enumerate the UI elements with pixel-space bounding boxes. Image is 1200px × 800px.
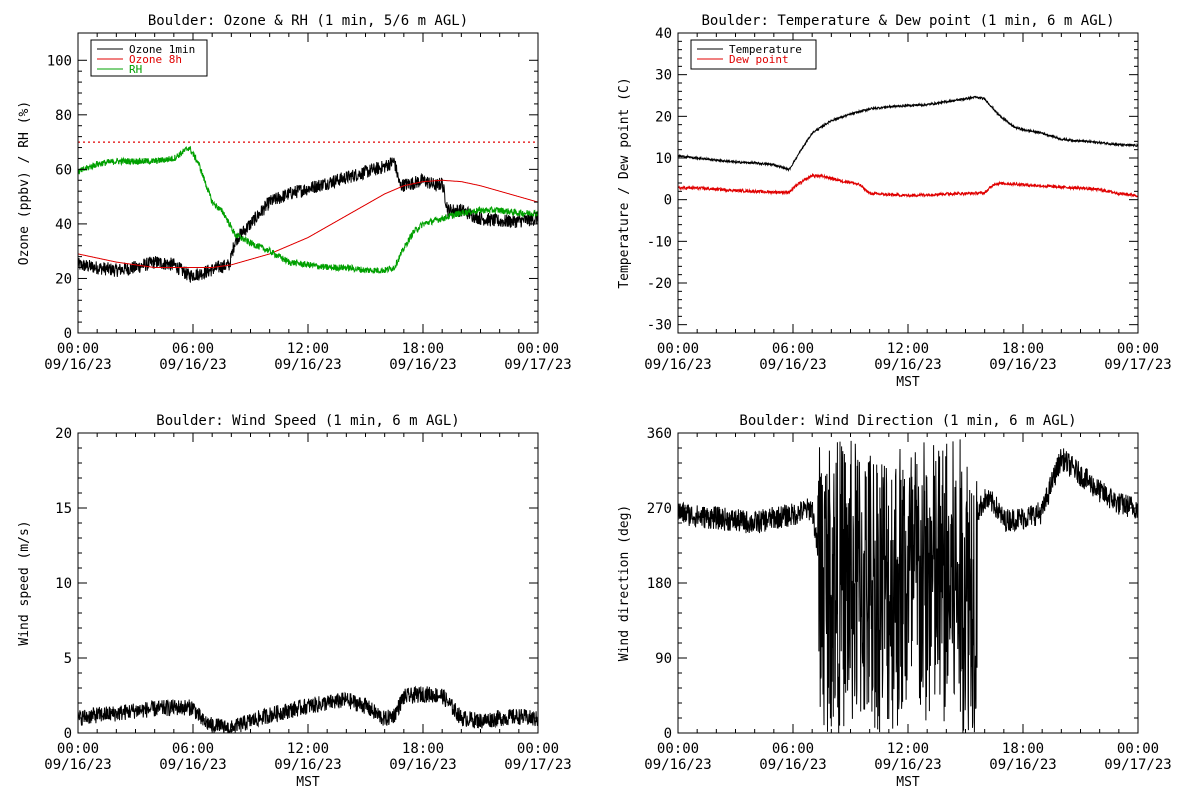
x-tick-date-label: 09/16/23 (159, 757, 226, 773)
x-tick-date-label: 09/16/23 (874, 757, 941, 773)
x-axis-label: MST (896, 775, 920, 790)
x-axis-label: MST (296, 775, 320, 790)
chart-panel-wind_dir: Boulder: Wind Direction (1 min, 6 m AGL)… (617, 413, 1172, 790)
x-tick-time-label: 18:00 (1002, 341, 1044, 357)
y-tick-label: -20 (647, 276, 672, 292)
x-tick-date-label: 09/16/23 (274, 757, 341, 773)
x-tick-time-label: 12:00 (887, 341, 929, 357)
series-line-series-0 (77, 685, 539, 734)
chart-panel-wind_speed: Boulder: Wind Speed (1 min, 6 m AGL) Wind… (17, 413, 572, 790)
series-line-ozone-1min (77, 157, 539, 284)
legend-label: Temperature (729, 43, 802, 56)
y-tick-label: 10 (55, 576, 72, 592)
y-axis-label: Ozone (ppbv) / RH (%) (17, 101, 32, 265)
x-tick-time-label: 12:00 (287, 741, 329, 757)
x-tick-date-label: 09/16/23 (989, 757, 1056, 773)
y-tick-label: 0 (664, 726, 672, 742)
x-tick-date-label: 09/16/23 (44, 357, 111, 373)
y-tick-label: 60 (55, 162, 72, 178)
series-line-dew-point (677, 172, 1139, 198)
legend-label: Ozone 8h (129, 53, 182, 66)
x-tick-time-label: 12:00 (287, 341, 329, 357)
y-tick-label: 270 (647, 501, 672, 517)
x-axis-label: MST (896, 375, 920, 390)
chart-panel-temp_dew: Boulder: Temperature & Dew point (1 min,… (617, 13, 1172, 390)
y-tick-label: 0 (64, 726, 72, 742)
chart-title: Boulder: Temperature & Dew point (1 min,… (701, 13, 1114, 29)
chart-title: Boulder: Wind Direction (1 min, 6 m AGL) (739, 413, 1076, 429)
x-tick-date-label: 09/16/23 (389, 357, 456, 373)
x-tick-time-label: 00:00 (57, 741, 99, 757)
x-tick-time-label: 06:00 (772, 741, 814, 757)
y-tick-label: 40 (655, 26, 672, 42)
x-tick-time-label: 18:00 (402, 341, 444, 357)
x-tick-time-label: 06:00 (772, 341, 814, 357)
series-line-temperature (677, 95, 1139, 172)
legend-box (690, 39, 817, 70)
x-tick-time-label: 06:00 (172, 341, 214, 357)
x-tick-date-label: 09/16/23 (644, 757, 711, 773)
x-tick-date-label: 09/17/23 (504, 757, 571, 773)
x-tick-time-label: 06:00 (172, 741, 214, 757)
y-tick-label: -10 (647, 234, 672, 250)
y-axis-label: Wind speed (m/s) (17, 520, 32, 645)
x-tick-date-label: 09/17/23 (504, 357, 571, 373)
x-tick-date-label: 09/16/23 (759, 757, 826, 773)
x-tick-time-label: 12:00 (887, 741, 929, 757)
y-tick-label: 100 (47, 53, 72, 69)
y-tick-label: 5 (64, 651, 72, 667)
y-tick-label: -30 (647, 318, 672, 334)
x-tick-date-label: 09/17/23 (1104, 357, 1171, 373)
x-tick-date-label: 09/16/23 (759, 357, 826, 373)
y-tick-label: 20 (55, 271, 72, 287)
y-tick-label: 360 (647, 426, 672, 442)
legend-label: RH (129, 63, 142, 76)
legend-box (90, 39, 208, 77)
legend-label: Dew point (729, 53, 789, 66)
chart-title: Boulder: Wind Speed (1 min, 6 m AGL) (156, 413, 459, 429)
y-tick-label: 90 (655, 651, 672, 667)
y-axis-label: Temperature / Dew point (C) (617, 77, 632, 288)
y-tick-label: 180 (647, 576, 672, 592)
y-tick-label: 0 (664, 193, 672, 209)
legend-label: Ozone 1min (129, 43, 195, 56)
x-tick-time-label: 18:00 (1002, 741, 1044, 757)
x-tick-date-label: 09/16/23 (874, 357, 941, 373)
x-tick-time-label: 00:00 (517, 341, 559, 357)
y-tick-label: 15 (55, 501, 72, 517)
x-tick-time-label: 00:00 (657, 741, 699, 757)
x-tick-time-label: 00:00 (57, 341, 99, 357)
x-tick-time-label: 00:00 (517, 741, 559, 757)
y-tick-label: 80 (55, 108, 72, 124)
chart-title: Boulder: Ozone & RH (1 min, 5/6 m AGL) (148, 13, 468, 29)
chart-panel-ozone_rh: Boulder: Ozone & RH (1 min, 5/6 m AGL) Oz… (17, 13, 572, 373)
x-tick-date-label: 09/16/23 (44, 757, 111, 773)
y-tick-label: 10 (655, 151, 672, 167)
x-tick-date-label: 09/16/23 (644, 357, 711, 373)
y-tick-label: 20 (655, 109, 672, 125)
x-tick-date-label: 09/16/23 (389, 757, 456, 773)
x-tick-date-label: 09/17/23 (1104, 757, 1171, 773)
x-tick-time-label: 00:00 (1117, 741, 1159, 757)
x-tick-time-label: 00:00 (1117, 341, 1159, 357)
plot-frame (77, 432, 539, 734)
y-tick-label: 20 (55, 426, 72, 442)
x-tick-time-label: 18:00 (402, 741, 444, 757)
y-tick-label: 30 (655, 68, 672, 84)
series-line-rh (77, 145, 539, 274)
x-tick-date-label: 09/16/23 (159, 357, 226, 373)
plot-frame (677, 32, 1139, 334)
x-tick-date-label: 09/16/23 (989, 357, 1056, 373)
y-tick-label: 0 (64, 326, 72, 342)
x-tick-date-label: 09/16/23 (274, 357, 341, 373)
y-axis-label: Wind direction (deg) (617, 505, 632, 662)
y-tick-label: 40 (55, 217, 72, 233)
series-line-series-0 (677, 439, 1139, 733)
series-line-ozone-8h (77, 179, 539, 268)
x-tick-time-label: 00:00 (657, 341, 699, 357)
